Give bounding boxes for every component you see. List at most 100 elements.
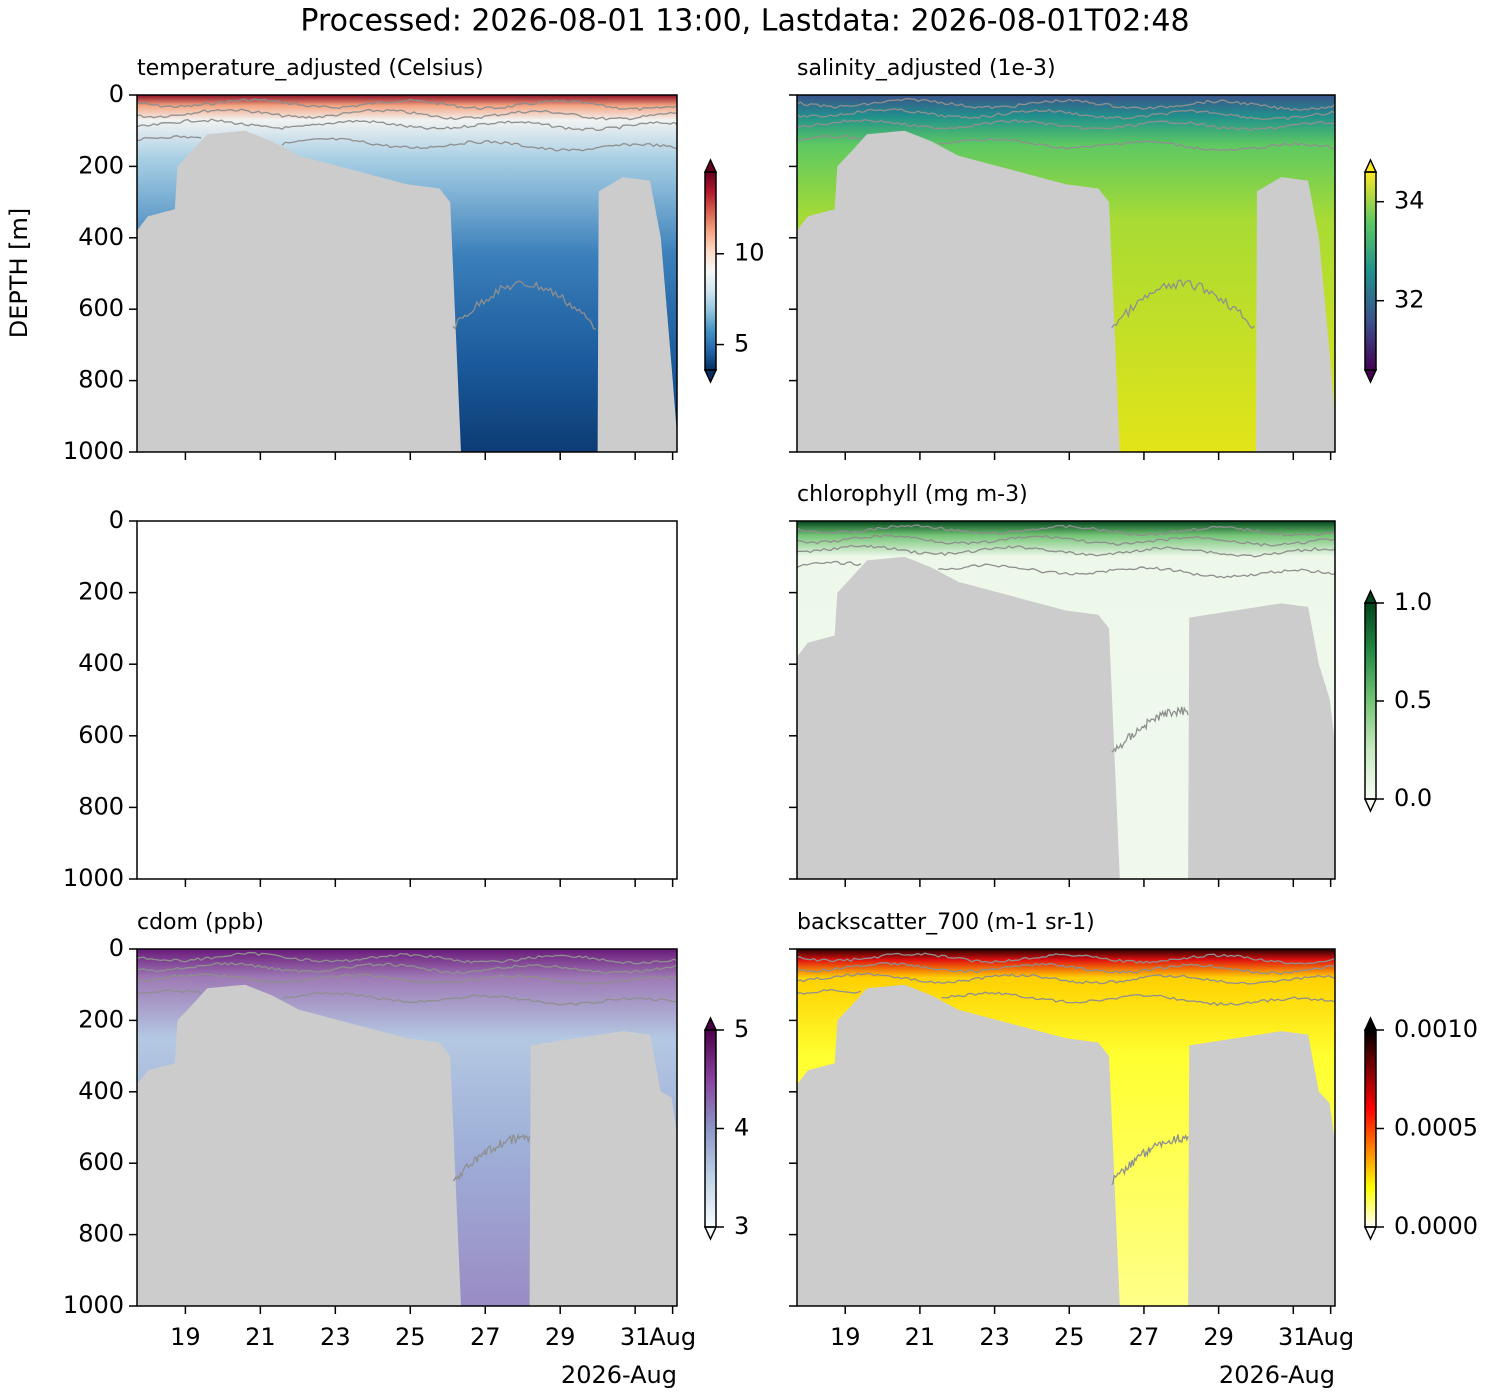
contour-line [797, 972, 1335, 985]
contour-line [797, 524, 1335, 537]
contour-line [797, 97, 1335, 112]
data-field [797, 521, 1335, 879]
colorbar-extend-max [1363, 589, 1378, 604]
contour-line [797, 962, 1335, 975]
colorbar-extend-min [703, 369, 718, 384]
contour-line [797, 533, 1335, 547]
contour-line [797, 560, 862, 568]
colorbar-frame [1364, 171, 1377, 371]
colorbar-tick-label: 34 [1394, 187, 1425, 215]
panel-title: salinity_adjusted (1e-3) [797, 56, 1056, 81]
colorbar-tick-label: 0.0000 [1394, 1212, 1478, 1240]
contour-line [1111, 279, 1255, 330]
y-tick-label: 800 [78, 1220, 124, 1248]
colorbar-extend-max [703, 158, 718, 173]
y-tick-label: 0 [109, 506, 124, 534]
y-tick-label: 200 [78, 151, 124, 179]
data-field [797, 95, 1335, 452]
colorbar-tick-label: 3 [734, 1212, 749, 1240]
colorbar [705, 1030, 716, 1227]
plot-area [797, 521, 1335, 879]
panel-title: cdom (ppb) [137, 910, 264, 935]
colorbar-extend-max [1363, 1016, 1378, 1031]
y-tick-label: 0 [109, 80, 124, 108]
y-tick-label: 1000 [63, 864, 124, 892]
y-tick-label: 600 [78, 294, 124, 322]
contour-line [137, 118, 677, 132]
colorbar-tick-label: 5 [734, 330, 749, 358]
plot-area [797, 95, 1335, 452]
axes-frame [796, 94, 1336, 453]
y-tick-label: 800 [78, 366, 124, 394]
colorbar-tick-label: 4 [734, 1114, 749, 1142]
contour-line [1111, 706, 1189, 753]
data-field [137, 95, 677, 452]
plot-area [797, 949, 1335, 1306]
axes-frame [136, 948, 678, 1307]
y-axis-label: DEPTH [m] [5, 208, 33, 339]
x-tick-label: 19 [830, 1323, 861, 1351]
x-tick-label: 23 [320, 1323, 351, 1351]
plot-area [137, 95, 677, 452]
contour-line [281, 991, 677, 1006]
contour-line [137, 108, 677, 121]
x-tick-label: 31 [1278, 1323, 1309, 1351]
contour-line [452, 280, 597, 330]
x-tick-label: 21 [245, 1323, 276, 1351]
colorbar-tick-label: 32 [1394, 286, 1425, 314]
y-tick-label: 200 [78, 578, 124, 606]
axes-frame [796, 520, 1336, 880]
contour-line [137, 135, 202, 142]
x-tick-label: 25 [1054, 1323, 1085, 1351]
colorbar-tick-label: 0.0005 [1394, 1114, 1478, 1142]
colorbar-extend-min [703, 1226, 718, 1241]
contour-line [137, 973, 677, 986]
x-tick-label: 25 [395, 1323, 426, 1351]
x-axis-label: 2026-Aug [1219, 1361, 1335, 1389]
colorbar-extend-min [1363, 798, 1378, 813]
y-tick-label: 800 [78, 792, 124, 820]
colorbar [705, 172, 716, 370]
panel-title: temperature_adjusted (Celsius) [137, 56, 484, 81]
x-tick-label: 23 [979, 1323, 1010, 1351]
x-tick-label: 27 [1129, 1323, 1160, 1351]
colorbar-extend-min [1363, 369, 1378, 384]
data-field [137, 949, 677, 1306]
contour-line [1111, 1134, 1189, 1186]
axes-frame [796, 948, 1336, 1307]
contour-line [797, 544, 1335, 558]
plot-area [137, 949, 677, 1306]
colorbar-tick-label: 1.0 [1394, 588, 1432, 616]
contour-line [797, 134, 862, 142]
data-field [797, 949, 1335, 1306]
y-tick-label: 0 [109, 934, 124, 962]
y-tick-label: 400 [78, 1077, 124, 1105]
contour-line [938, 563, 1335, 579]
contour-line [797, 118, 1335, 132]
x-tick-label: 29 [545, 1323, 576, 1351]
contour-line [137, 961, 677, 975]
contour-line [137, 988, 202, 995]
colorbar-extend-max [1363, 158, 1378, 173]
colorbar-tick-label: 0.0010 [1394, 1015, 1478, 1043]
x-tick-label: 27 [470, 1323, 501, 1351]
contour-line [797, 988, 862, 995]
contour-line [137, 98, 677, 111]
colorbar [1365, 1030, 1376, 1227]
contour-line [797, 108, 1335, 121]
x-tick-label: Aug [649, 1323, 696, 1351]
colorbar-tick-label: 0.5 [1394, 686, 1432, 714]
contour-line [281, 137, 677, 152]
axes-frame [136, 94, 678, 453]
x-tick-label: 29 [1203, 1323, 1234, 1351]
contour-line [941, 991, 1335, 1007]
y-tick-label: 1000 [63, 437, 124, 465]
contour-line [452, 1132, 531, 1182]
y-tick-label: 600 [78, 1148, 124, 1176]
colorbar [1365, 172, 1376, 370]
colorbar-tick-label: 5 [734, 1015, 749, 1043]
axes-frame [136, 520, 678, 880]
contour-line [797, 952, 1335, 965]
y-tick-label: 600 [78, 721, 124, 749]
